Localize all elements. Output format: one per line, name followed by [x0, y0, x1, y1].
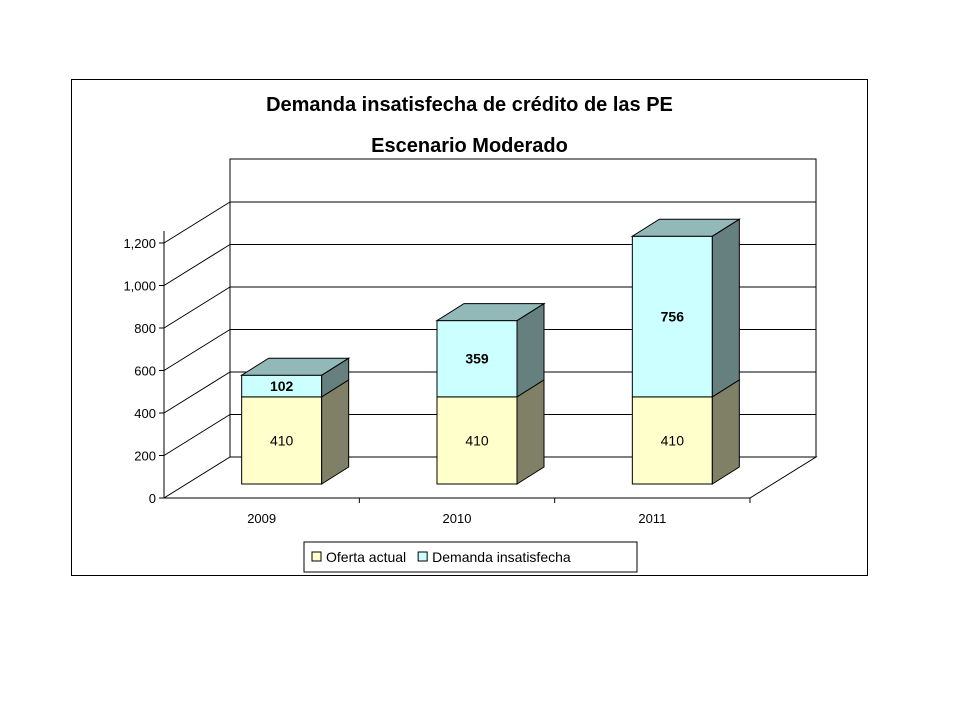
bar-side-0-0 — [321, 378, 350, 485]
y-tick-label: 600 — [134, 364, 156, 379]
bar-side-0-2 — [711, 378, 740, 485]
data-label: 756 — [661, 309, 685, 325]
data-label: 410 — [270, 432, 294, 448]
data-label: 102 — [270, 378, 294, 394]
data-label: 410 — [661, 432, 685, 448]
y-tick-label: 1,200 — [123, 236, 156, 251]
chart-title: Demanda insatisfecha de crédito de las P… — [266, 94, 673, 116]
legend-label: Oferta actual — [326, 549, 406, 565]
x-tick-label: 2009 — [247, 511, 276, 526]
chart-subtitle: Escenario Moderado — [371, 135, 568, 157]
bar-0-2 — [631, 396, 713, 485]
gridline-side — [163, 244, 231, 286]
bar-top-1 — [435, 303, 546, 322]
y-tick-label: 0 — [149, 491, 156, 506]
x-tick-label: 2011 — [638, 511, 666, 526]
data-label: 359 — [465, 351, 489, 367]
y-tick-label: 1,000 — [123, 279, 156, 294]
bar-side-1-2 — [711, 218, 740, 398]
gridline-side — [163, 414, 231, 456]
y-tick-label: 800 — [134, 321, 156, 336]
bar-top-2 — [630, 218, 742, 237]
x-tick-label: 2010 — [443, 511, 472, 526]
legend-swatch — [311, 551, 322, 562]
gridline-side — [163, 371, 231, 414]
bar-side-0-1 — [516, 378, 545, 485]
y-tick-label: 200 — [134, 449, 156, 464]
gridline-side — [163, 329, 231, 371]
data-label: 410 — [465, 432, 489, 448]
gridline-side — [163, 201, 231, 244]
y-tick-label: 400 — [134, 406, 156, 421]
bar-1-2 — [631, 235, 713, 398]
legend-swatch — [417, 551, 428, 562]
bar-0-1 — [436, 396, 518, 485]
bar-top-0 — [239, 357, 351, 376]
legend — [303, 541, 638, 573]
legend-label: Demanda insatisfecha — [432, 549, 571, 565]
gridline-side — [163, 286, 231, 329]
